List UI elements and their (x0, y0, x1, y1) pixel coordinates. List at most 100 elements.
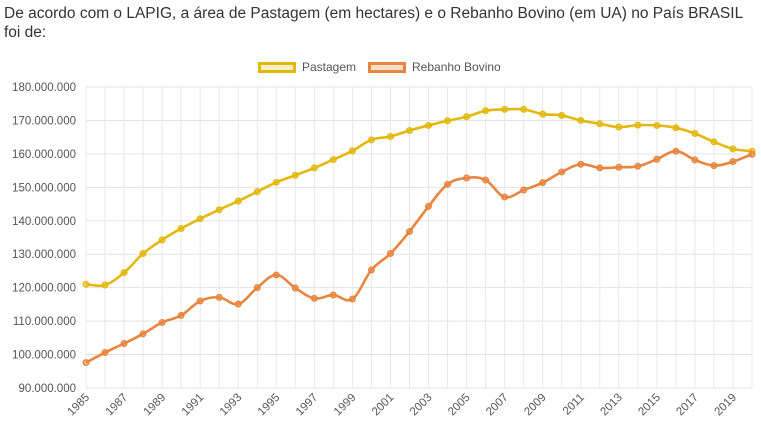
data-point-rebanho-bovino-2008[interactable] (520, 186, 528, 194)
chart-grid (85, 86, 753, 389)
legend-item-rebanho-bovino[interactable]: Rebanho Bovino (368, 60, 501, 74)
series-pastagem (82, 105, 756, 289)
x-axis-ticks: 1985 1987 1989 1991 1993 1995 1997 1999 2001 2003… (66, 392, 740, 419)
data-point-rebanho-bovino-1991[interactable] (196, 297, 204, 305)
data-point-pastagem-2003[interactable] (425, 121, 433, 129)
data-point-pastagem-1998[interactable] (329, 156, 337, 164)
data-point-rebanho-bovino-1985[interactable] (82, 359, 90, 367)
data-point-pastagem-2011[interactable] (577, 116, 585, 124)
data-point-pastagem-1987[interactable] (120, 269, 128, 277)
data-point-rebanho-bovino-2019[interactable] (729, 158, 737, 166)
data-point-pastagem-2009[interactable] (539, 110, 547, 118)
data-point-pastagem-2012[interactable] (596, 120, 604, 128)
data-point-pastagem-2013[interactable] (615, 123, 623, 131)
x-tick-label: 1999 (332, 392, 359, 419)
data-point-pastagem-2019[interactable] (729, 145, 737, 153)
data-point-pastagem-1997[interactable] (310, 164, 318, 172)
data-point-pastagem-1985[interactable] (82, 280, 90, 288)
x-tick-label: 2011 (561, 392, 587, 418)
legend-item-pastagem[interactable]: Pastagem (258, 60, 356, 74)
data-point-rebanho-bovino-2014[interactable] (634, 162, 642, 170)
data-point-rebanho-bovino-1996[interactable] (291, 284, 299, 292)
data-point-pastagem-1999[interactable] (348, 147, 356, 155)
data-point-pastagem-2008[interactable] (520, 105, 528, 113)
y-tick-label: 100.000.000 (12, 350, 76, 362)
data-point-rebanho-bovino-2017[interactable] (691, 156, 699, 164)
data-point-rebanho-bovino-2005[interactable] (463, 174, 471, 182)
data-point-pastagem-1995[interactable] (272, 178, 280, 186)
data-point-pastagem-2018[interactable] (710, 138, 718, 146)
data-point-rebanho-bovino-2001[interactable] (386, 250, 394, 258)
data-point-pastagem-2005[interactable] (463, 113, 471, 121)
y-tick-label: 150.000.000 (12, 182, 76, 194)
x-tick-label: 1985 (66, 392, 93, 419)
x-tick-label: 1997 (294, 392, 321, 419)
x-tick-label: 2005 (446, 392, 473, 419)
data-point-rebanho-bovino-2002[interactable] (405, 227, 413, 235)
data-point-pastagem-1996[interactable] (291, 171, 299, 179)
legend-swatch-rebanho-bovino (368, 61, 406, 73)
data-point-rebanho-bovino-1989[interactable] (158, 318, 166, 326)
data-point-rebanho-bovino-2010[interactable] (558, 168, 566, 176)
data-point-rebanho-bovino-1997[interactable] (310, 294, 318, 302)
y-tick-label: 90.000.000 (18, 383, 76, 395)
data-point-rebanho-bovino-2009[interactable] (539, 179, 547, 187)
data-point-rebanho-bovino-2003[interactable] (425, 202, 433, 210)
y-tick-label: 130.000.000 (12, 249, 76, 261)
data-point-rebanho-bovino-1998[interactable] (329, 291, 337, 299)
data-point-rebanho-bovino-1995[interactable] (272, 271, 280, 279)
data-point-pastagem-1990[interactable] (177, 224, 185, 232)
data-point-rebanho-bovino-2018[interactable] (710, 162, 718, 170)
data-point-pastagem-2010[interactable] (558, 111, 566, 119)
data-point-pastagem-2001[interactable] (386, 132, 394, 140)
x-tick-label: 1993 (218, 392, 245, 419)
data-point-rebanho-bovino-2013[interactable] (615, 163, 623, 171)
data-point-pastagem-2014[interactable] (634, 121, 642, 129)
legend-swatch-pastagem (258, 61, 296, 73)
data-point-rebanho-bovino-2007[interactable] (501, 193, 509, 201)
x-tick-label: 1991 (180, 392, 207, 419)
data-point-rebanho-bovino-1992[interactable] (215, 293, 223, 301)
data-point-pastagem-1993[interactable] (234, 197, 242, 205)
y-tick-label: 180.000.000 (12, 82, 76, 94)
x-tick-label: 2003 (408, 392, 435, 419)
legend-label-pastagem: Pastagem (302, 60, 357, 74)
data-point-pastagem-1988[interactable] (139, 250, 147, 258)
y-axis-ticks: 90.000.000 100.000.000 110.000.000 120.000.… (12, 82, 76, 395)
data-point-rebanho-bovino-2011[interactable] (577, 160, 585, 168)
data-point-rebanho-bovino-2015[interactable] (653, 155, 661, 163)
data-point-pastagem-2017[interactable] (691, 129, 699, 137)
data-point-rebanho-bovino-2016[interactable] (672, 147, 680, 155)
data-point-rebanho-bovino-2020[interactable] (748, 150, 756, 158)
data-point-rebanho-bovino-2006[interactable] (482, 176, 490, 184)
data-point-rebanho-bovino-2000[interactable] (367, 266, 375, 274)
data-point-pastagem-2007[interactable] (501, 105, 509, 113)
data-point-rebanho-bovino-2012[interactable] (596, 164, 604, 172)
data-point-pastagem-1992[interactable] (215, 206, 223, 214)
data-point-pastagem-2006[interactable] (482, 107, 490, 115)
data-point-pastagem-2004[interactable] (444, 117, 452, 125)
data-point-pastagem-2002[interactable] (405, 126, 413, 134)
data-point-pastagem-2015[interactable] (653, 121, 661, 129)
data-point-pastagem-1986[interactable] (101, 281, 109, 289)
data-point-rebanho-bovino-1986[interactable] (101, 349, 109, 357)
data-point-rebanho-bovino-2004[interactable] (444, 180, 452, 188)
data-point-pastagem-2000[interactable] (367, 136, 375, 144)
data-point-rebanho-bovino-1988[interactable] (139, 330, 147, 338)
data-point-rebanho-bovino-1994[interactable] (253, 284, 261, 292)
data-point-rebanho-bovino-1993[interactable] (234, 300, 242, 308)
data-point-rebanho-bovino-1987[interactable] (120, 340, 128, 348)
data-point-pastagem-1989[interactable] (158, 236, 166, 244)
x-tick-label: 1989 (142, 392, 169, 419)
data-point-rebanho-bovino-1990[interactable] (177, 311, 185, 319)
data-point-pastagem-1991[interactable] (196, 215, 204, 223)
series-line-rebanho-bovino (85, 149, 753, 364)
x-tick-label: 1987 (104, 392, 131, 419)
x-tick-label: 2001 (370, 392, 397, 419)
data-point-rebanho-bovino-1999[interactable] (348, 295, 356, 303)
x-tick-label: 2007 (484, 392, 511, 419)
y-tick-label: 160.000.000 (12, 149, 76, 161)
data-point-pastagem-1994[interactable] (253, 188, 261, 196)
data-point-pastagem-2016[interactable] (672, 124, 680, 132)
